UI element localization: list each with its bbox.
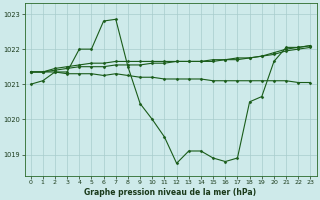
- X-axis label: Graphe pression niveau de la mer (hPa): Graphe pression niveau de la mer (hPa): [84, 188, 257, 197]
